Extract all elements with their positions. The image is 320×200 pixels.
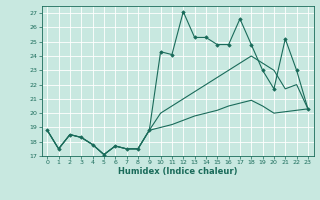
X-axis label: Humidex (Indice chaleur): Humidex (Indice chaleur) — [118, 167, 237, 176]
